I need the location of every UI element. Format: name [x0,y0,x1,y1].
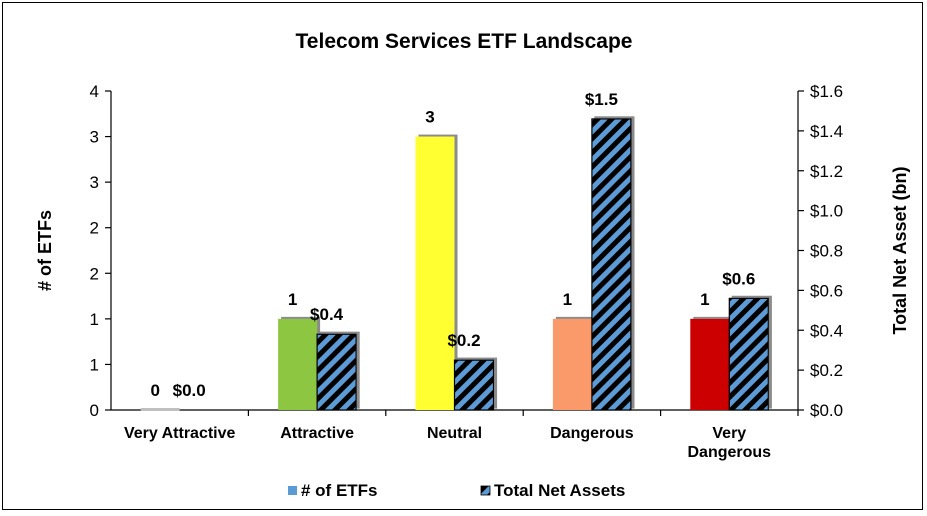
data-label-total-net-assets: $0.2 [447,331,480,350]
etf-landscape-chart: Telecom Services ETF Landscape 0 1 1 2 2 3 3 4 $… [35,30,910,500]
bar-total-net-assets [728,297,769,411]
y-tick-label: 4 [90,82,99,101]
y2-axis-title: Total Net Asset (bn) [890,166,910,334]
y2-tick-label: $1.0 [810,202,843,221]
y-tick-label: 1 [90,310,99,329]
data-label-etf-count: 1 [700,290,709,309]
y2-tick-label: $1.6 [810,82,843,101]
data-label-etf-count: 1 [288,290,297,309]
legend-swatch-total-net-assets [480,485,491,496]
data-label-total-net-assets: $1.5 [585,90,618,109]
bar-etf-count [415,136,455,411]
bar-etf-count [278,318,318,410]
legend-swatch-etf-count [288,486,297,495]
data-label-total-net-assets: $0.4 [310,305,344,324]
bar-total-net-assets [591,118,632,411]
legend: # of ETFs Total Net Assets [288,481,625,500]
bar-etf-count [552,318,592,410]
data-label-total-net-assets: $0.0 [173,381,206,400]
bar-etf-count [690,318,730,410]
y-tick-label: 3 [90,128,99,147]
category-label: Neutral [427,425,482,442]
bar-etf-count [140,408,180,411]
data-label-etf-count: 3 [425,108,434,127]
y-tick-label: 2 [90,219,99,238]
legend-label-etf-count: # of ETFs [301,481,378,500]
bar-total-net-assets [316,333,357,411]
y2-tick-label: $1.2 [810,162,843,181]
y-tick-label: 3 [90,173,99,192]
data-label-total-net-assets: $0.6 [722,269,755,288]
y-axis-title: # of ETFs [35,210,55,291]
category-label: Dangerous [550,425,634,442]
category-label: Very [712,425,746,442]
data-label-etf-count: 1 [563,290,572,309]
y2-tick-label: $0.0 [810,401,843,420]
y2-tick-label: $0.6 [810,281,843,300]
category-label: Attractive [280,425,354,442]
y-tick-label: 1 [90,355,99,374]
bar-total-net-assets [453,359,495,411]
chart-title: Telecom Services ETF Landscape [296,30,633,53]
y2-tick-label: $0.8 [810,242,843,261]
chart-frame: Telecom Services ETF Landscape 0 1 1 2 2 3 3 4 $… [2,2,923,510]
y2-tick-label: $0.2 [810,361,843,380]
y2-tick-label: $1.4 [810,122,843,141]
y-tick-label: 2 [90,264,99,283]
y2-tick-label: $0.4 [810,321,843,340]
y-tick-label: 0 [90,401,99,420]
category-label: Dangerous [688,444,772,461]
category-label: Very Attractive [124,425,236,442]
legend-label-total-net-assets: Total Net Assets [494,481,625,500]
data-label-etf-count: 0 [150,381,159,400]
plot-area: 0 1 1 2 2 3 3 4 $0.0 $0.2 $0.4 $0.6 $0.8 $1.0 $1.2 $1.4… [35,82,910,461]
